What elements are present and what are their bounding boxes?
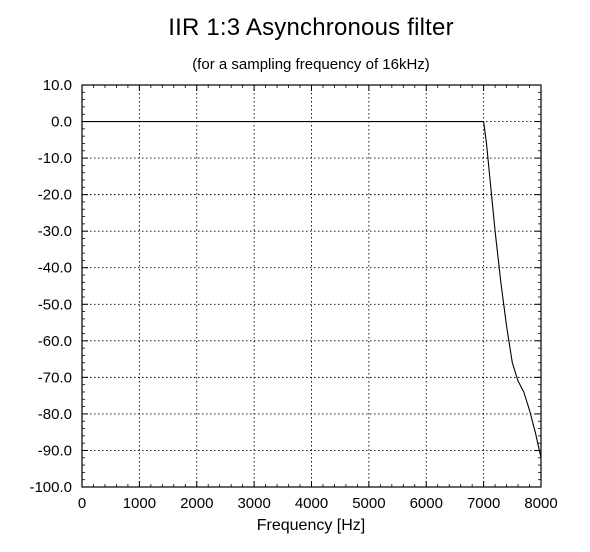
x-tick-label: 0: [78, 495, 86, 512]
x-tick-label: 1000: [123, 495, 156, 512]
y-tick-label: -90.0: [38, 442, 72, 459]
x-tick-label: 2000: [180, 495, 213, 512]
y-tick-label: -50.0: [38, 296, 72, 313]
y-tick-label: -80.0: [38, 406, 72, 423]
y-tick-labels: 10.0 0.0 -10.0 -20.0 -30.0 -40.0 -50.0 -60.0 -70…: [29, 77, 72, 496]
y-tick-label: -10.0: [38, 150, 72, 167]
x-tick-labels: 0 1000 2000 3000 4000 5000 6000 7000 8000: [78, 495, 558, 512]
y-tick-label: -20.0: [38, 187, 72, 204]
y-tick-label: -70.0: [38, 369, 72, 386]
x-tick-label: 6000: [410, 495, 443, 512]
y-tick-label: -30.0: [38, 223, 72, 240]
x-tick-label: 4000: [295, 495, 328, 512]
x-tick-label: 3000: [237, 495, 270, 512]
y-tick-label: 10.0: [43, 77, 72, 94]
y-tick-label: -40.0: [38, 260, 72, 277]
y-tick-label: 0.0: [51, 114, 72, 131]
y-tick-label: -60.0: [38, 333, 72, 350]
x-axis-label: Frequency [Hz]: [257, 517, 365, 534]
x-tick-label: 5000: [352, 495, 385, 512]
grid-lines: [82, 85, 541, 487]
y-tick-label: -100.0: [29, 479, 72, 496]
x-tick-label: 8000: [524, 495, 557, 512]
x-tick-label: 7000: [467, 495, 500, 512]
